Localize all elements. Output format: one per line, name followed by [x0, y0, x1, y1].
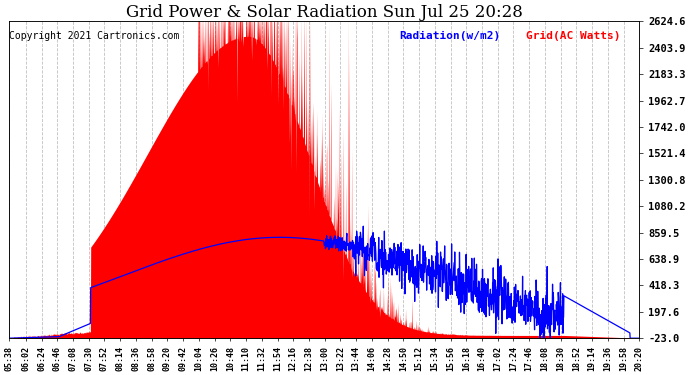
Text: Copyright 2021 Cartronics.com: Copyright 2021 Cartronics.com [9, 31, 179, 41]
Title: Grid Power & Solar Radiation Sun Jul 25 20:28: Grid Power & Solar Radiation Sun Jul 25 … [126, 4, 522, 21]
Text: Grid(AC Watts): Grid(AC Watts) [526, 31, 620, 41]
Text: Radiation(w/m2): Radiation(w/m2) [400, 31, 501, 41]
